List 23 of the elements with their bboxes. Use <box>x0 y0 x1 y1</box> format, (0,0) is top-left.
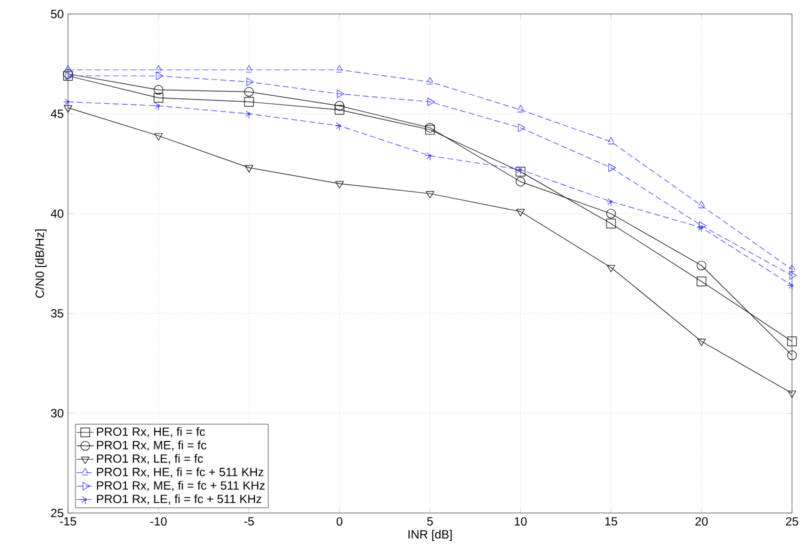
y-tick-label: 25 <box>51 508 64 518</box>
x-tick-label: 15 <box>605 517 618 526</box>
y-tick-label: 45 <box>50 110 64 118</box>
y-tick-label: 50 <box>51 10 64 18</box>
x-tick-label: 20 <box>695 517 708 526</box>
x-tick-label: -10 <box>150 517 167 526</box>
legend-label: PRO1 Rx, ME, fi = fc <box>97 440 206 451</box>
x-tick-label: 5 <box>427 517 433 526</box>
x-tick-label: 10 <box>514 517 527 526</box>
legend-label: PRO1 Rx, HE, fi = fc <box>97 427 205 438</box>
y-tick-label: 30 <box>50 408 64 418</box>
x-tick-label: 0 <box>336 517 342 526</box>
legend-label: PRO1 Rx, HE, fi = fc + 511 KHz <box>97 467 264 478</box>
legend-label: PRO1 Rx, LE, fi = fc <box>97 454 204 464</box>
x-tick-label: -5 <box>244 517 254 526</box>
legend-label: PRO1 Rx, LE, fi = fc + 511 KHz <box>97 494 262 505</box>
x-tick-label: -15 <box>60 517 76 526</box>
x-axis-title: INR [dB] <box>408 530 452 541</box>
y-tick-label: 35 <box>50 309 64 318</box>
x-tick-label: 25 <box>786 517 798 526</box>
y-tick-label: 40 <box>50 209 64 218</box>
legend-label: PRO1 Rx, ME, fi = fc + 511 KHz <box>97 480 265 492</box>
y-axis-title: C/N0 [dB/Hz] <box>35 229 46 298</box>
